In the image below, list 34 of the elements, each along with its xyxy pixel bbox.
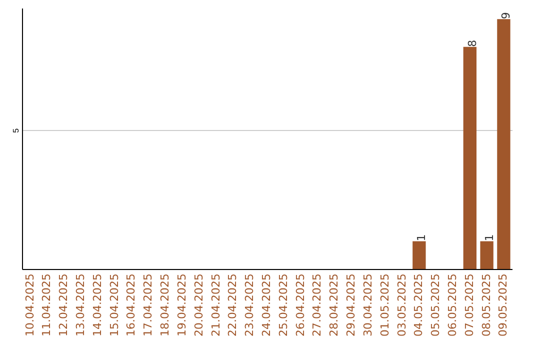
x-tick-label: 03.05.2025	[395, 274, 408, 336]
x-tick-label: 17.04.2025	[142, 274, 155, 336]
x-tick-label: 24.04.2025	[260, 274, 273, 336]
y-tick-label: 5	[12, 128, 20, 133]
x-tick-label: 05.05.2025	[429, 274, 442, 336]
x-tick-label: 27.04.2025	[310, 274, 324, 336]
x-tick-label: 23.04.2025	[243, 274, 256, 336]
x-tick-label: 21.04.2025	[209, 274, 222, 336]
x-tick-label: 12.04.2025	[57, 274, 70, 336]
x-tick-label: 15.04.2025	[108, 274, 121, 336]
x-tick-label: 14.04.2025	[90, 274, 104, 336]
x-tick-label: 18.04.2025	[158, 274, 172, 336]
x-tick-label: 13.04.2025	[74, 274, 88, 336]
x-tick-label: 08.05.2025	[480, 274, 493, 336]
x-tick-label: 22.04.2025	[226, 274, 240, 336]
x-tick-label: 04.05.2025	[412, 274, 426, 336]
x-tick-label: 01.05.2025	[378, 274, 392, 336]
x-tick-label: 11.04.2025	[40, 274, 54, 336]
x-tick-label: 25.04.2025	[276, 274, 290, 336]
data-label: 9	[500, 12, 513, 20]
x-tick-label: 07.05.2025	[462, 274, 476, 336]
x-tick-label: 28.04.2025	[328, 274, 341, 336]
x-tick-label: 16.04.2025	[124, 274, 138, 336]
x-tick-label: 29.04.2025	[344, 274, 358, 336]
data-label: 1	[415, 234, 428, 242]
x-tick-label: 09.05.2025	[496, 274, 510, 336]
x-tick-label: 19.04.2025	[175, 274, 188, 336]
x-tick-label: 10.04.2025	[23, 274, 36, 336]
x-tick-label: 06.05.2025	[446, 274, 459, 336]
x-tick-label: 26.04.2025	[294, 274, 307, 336]
x-tick-label: 20.04.2025	[192, 274, 206, 336]
data-label: 8	[466, 40, 479, 47]
x-tick-label: 30.04.2025	[361, 274, 374, 336]
data-label: 1	[482, 234, 496, 242]
